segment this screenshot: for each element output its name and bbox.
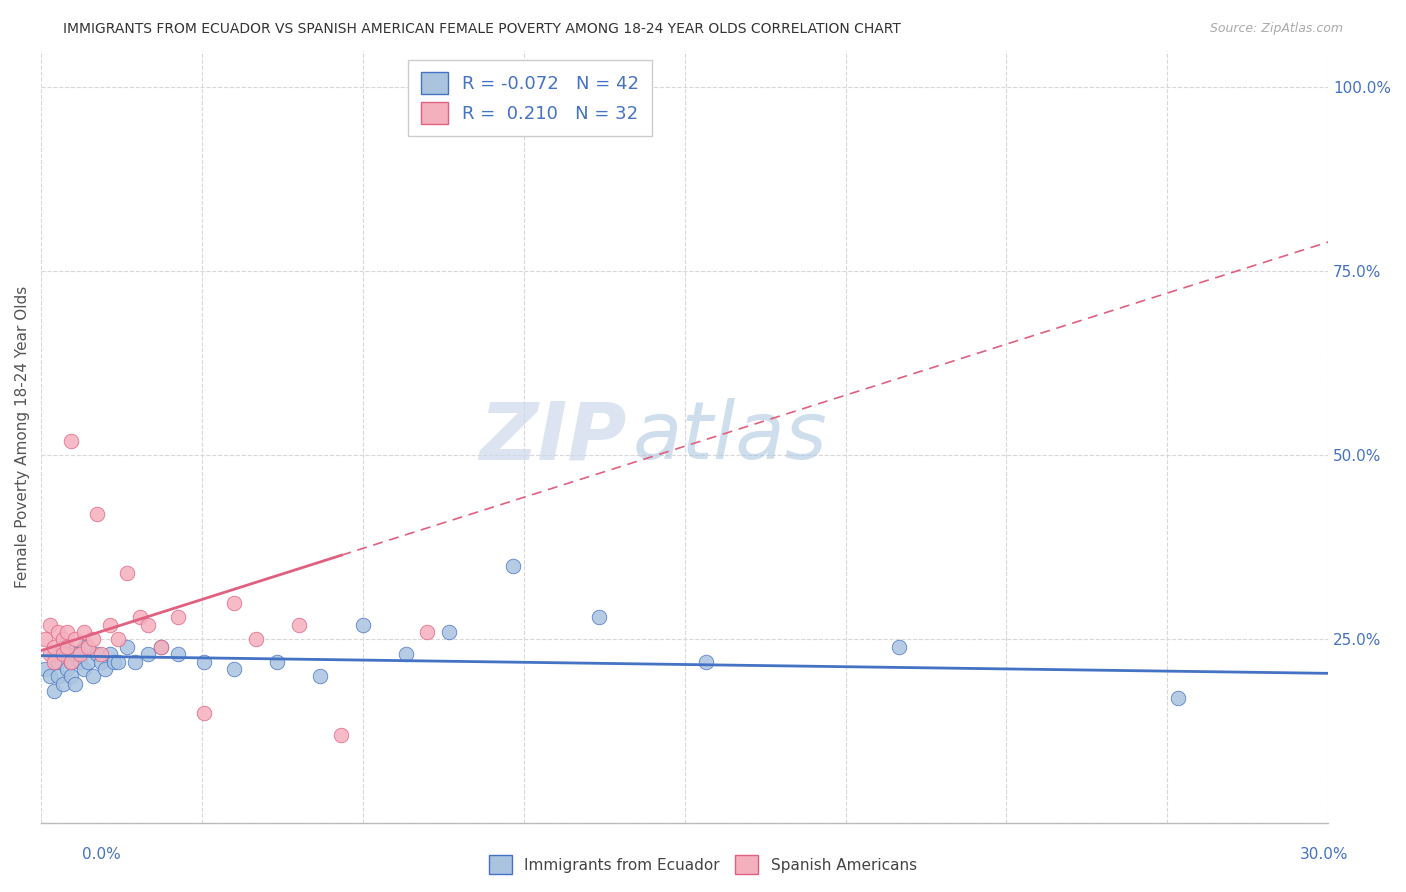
Point xyxy=(77,640,100,654)
Point xyxy=(60,434,83,448)
Point xyxy=(695,655,717,669)
Point xyxy=(98,647,121,661)
Point xyxy=(395,647,418,661)
Point xyxy=(56,662,79,676)
Point xyxy=(352,617,374,632)
Point xyxy=(51,632,73,647)
Point xyxy=(107,655,129,669)
Text: atlas: atlas xyxy=(633,398,828,476)
Point xyxy=(167,610,190,624)
Point xyxy=(502,558,524,573)
Point xyxy=(42,647,65,661)
Point xyxy=(42,684,65,698)
Point xyxy=(46,669,69,683)
Point xyxy=(38,617,60,632)
Text: 0.0%: 0.0% xyxy=(82,847,121,862)
Point xyxy=(588,610,610,624)
Point xyxy=(94,662,117,676)
Point xyxy=(309,669,332,683)
Point xyxy=(73,625,96,640)
Legend: R = -0.072   N = 42, R =  0.210   N = 32: R = -0.072 N = 42, R = 0.210 N = 32 xyxy=(408,60,652,136)
Point xyxy=(138,617,160,632)
Point xyxy=(86,647,108,661)
Point xyxy=(69,655,91,669)
Point xyxy=(86,508,108,522)
Point xyxy=(46,625,69,640)
Point xyxy=(38,647,60,661)
Point xyxy=(193,655,215,669)
Point xyxy=(150,640,173,654)
Point xyxy=(287,617,309,632)
Point xyxy=(69,647,91,661)
Point xyxy=(90,647,112,661)
Point xyxy=(65,632,87,647)
Point xyxy=(416,625,439,640)
Point xyxy=(60,655,83,669)
Point xyxy=(138,647,160,661)
Point xyxy=(128,610,150,624)
Point xyxy=(56,647,79,661)
Point xyxy=(224,662,246,676)
Point xyxy=(224,596,246,610)
Point xyxy=(266,655,288,669)
Point xyxy=(107,632,129,647)
Y-axis label: Female Poverty Among 18-24 Year Olds: Female Poverty Among 18-24 Year Olds xyxy=(15,286,30,588)
Point xyxy=(73,640,96,654)
Point xyxy=(65,647,87,661)
Point xyxy=(34,662,56,676)
Point xyxy=(98,617,121,632)
Point xyxy=(193,706,215,720)
Point xyxy=(60,669,83,683)
Point xyxy=(150,640,173,654)
Point xyxy=(73,662,96,676)
Point xyxy=(82,632,104,647)
Point xyxy=(56,625,79,640)
Point xyxy=(437,625,460,640)
Point xyxy=(115,566,138,581)
Point xyxy=(887,640,910,654)
Text: Source: ZipAtlas.com: Source: ZipAtlas.com xyxy=(1209,22,1343,36)
Legend: Immigrants from Ecuador, Spanish Americans: Immigrants from Ecuador, Spanish America… xyxy=(484,849,922,880)
Point xyxy=(42,640,65,654)
Text: IMMIGRANTS FROM ECUADOR VS SPANISH AMERICAN FEMALE POVERTY AMONG 18-24 YEAR OLDS: IMMIGRANTS FROM ECUADOR VS SPANISH AMERI… xyxy=(63,22,901,37)
Point xyxy=(167,647,190,661)
Point xyxy=(34,632,56,647)
Point xyxy=(115,640,138,654)
Point xyxy=(65,676,87,690)
Point xyxy=(46,655,69,669)
Point xyxy=(42,655,65,669)
Point xyxy=(90,655,112,669)
Point xyxy=(51,676,73,690)
Point xyxy=(1167,691,1189,706)
Text: ZIP: ZIP xyxy=(479,398,627,476)
Point xyxy=(245,632,267,647)
Point xyxy=(51,647,73,661)
Point xyxy=(103,655,125,669)
Point xyxy=(330,728,353,742)
Point xyxy=(38,669,60,683)
Point xyxy=(60,655,83,669)
Point xyxy=(77,655,100,669)
Point xyxy=(82,669,104,683)
Point xyxy=(51,640,73,654)
Point xyxy=(124,655,146,669)
Point xyxy=(56,640,79,654)
Text: 30.0%: 30.0% xyxy=(1301,847,1348,862)
